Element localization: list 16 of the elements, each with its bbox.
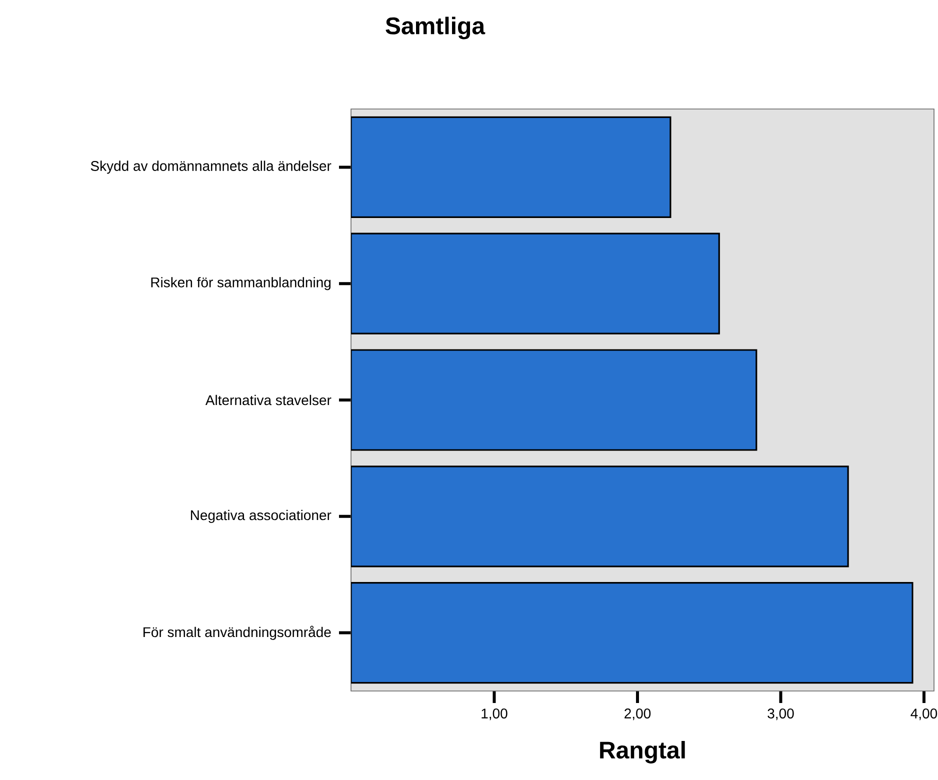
bar bbox=[351, 116, 672, 218]
bar bbox=[351, 466, 849, 568]
bar bbox=[351, 582, 914, 684]
x-tick-label: 1,00 bbox=[482, 708, 508, 720]
bar bbox=[351, 232, 720, 334]
y-tick-label: Skydd av domännamnets alla ändelser bbox=[90, 160, 332, 174]
y-tick-label: Negativa associationer bbox=[190, 510, 332, 523]
x-tick-label: 2,00 bbox=[624, 708, 651, 720]
chart-title: Samtliga bbox=[386, 16, 486, 40]
y-tick-label: Risken för sammanblandning bbox=[151, 277, 331, 290]
x-tick-label: 3,00 bbox=[768, 708, 794, 720]
x-tick-label: 4,00 bbox=[910, 708, 938, 720]
y-tick-label: För smalt användningsområde bbox=[144, 626, 331, 640]
y-tick-label: Alternativa stavelser bbox=[205, 394, 332, 406]
bar bbox=[351, 349, 758, 451]
x-axis-title: Rangtal bbox=[600, 740, 685, 764]
